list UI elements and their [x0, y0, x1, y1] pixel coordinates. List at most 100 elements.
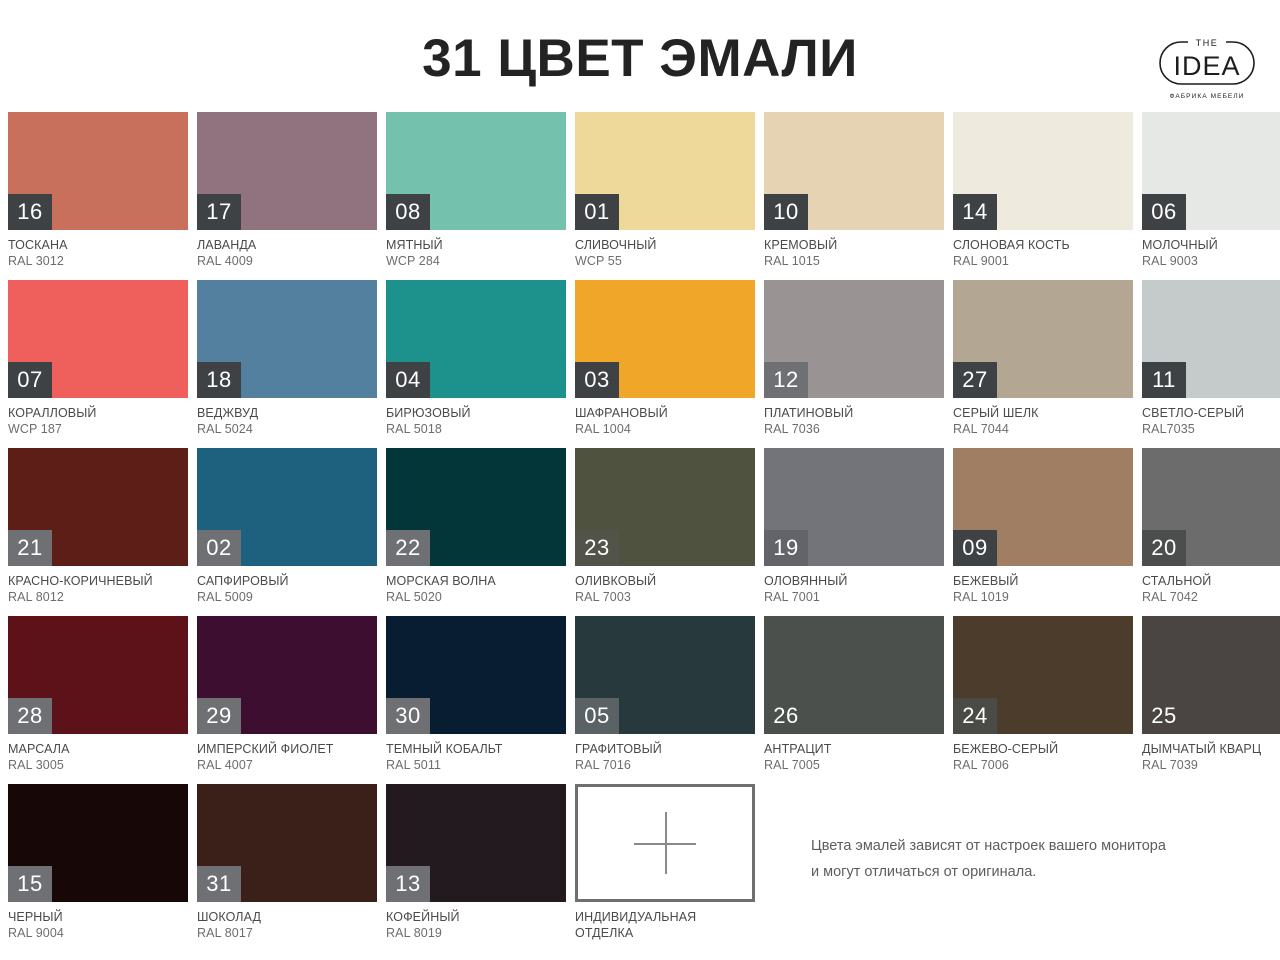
color-swatch[interactable]: 12 [764, 280, 944, 398]
swatch-number-badge: 19 [764, 530, 808, 566]
color-swatch[interactable]: 04 [386, 280, 566, 398]
color-swatch[interactable]: 15 [8, 784, 188, 902]
swatch-labels: МОРСКАЯ ВОЛНА RAL 5020 [386, 566, 566, 605]
swatch-labels: ШАФРАНОВЫЙ RAL 1004 [575, 398, 755, 437]
swatch-labels: КОРАЛЛОВЫЙ WCP 187 [8, 398, 188, 437]
swatch-name: СЕРЫЙ ШЕЛК [953, 406, 1039, 420]
color-swatch-cell[interactable]: 02 САПФИРОВЫЙ RAL 5009 [197, 448, 377, 616]
color-swatch[interactable]: 26 [764, 616, 944, 734]
swatch-labels: КОФЕЙНЫЙ RAL 8019 [386, 902, 566, 941]
color-swatch-cell[interactable]: 14 СЛОНОВАЯ КОСТЬ RAL 9001 [953, 112, 1133, 280]
color-swatch[interactable]: 16 [8, 112, 188, 230]
color-swatch-cell[interactable]: 05 ГРАФИТОВЫЙ RAL 7016 [575, 616, 755, 784]
swatch-labels: БЕЖЕВО-СЕРЫЙ RAL 7006 [953, 734, 1133, 773]
color-swatch[interactable]: 08 [386, 112, 566, 230]
color-swatch-cell[interactable]: 29 ИМПЕРСКИЙ ФИОЛЕТ RAL 4007 [197, 616, 377, 784]
color-swatch-cell[interactable]: 27 СЕРЫЙ ШЕЛК RAL 7044 [953, 280, 1133, 448]
color-swatch-cell[interactable]: 22 МОРСКАЯ ВОЛНА RAL 5020 [386, 448, 566, 616]
color-swatch-cell[interactable]: 07 КОРАЛЛОВЫЙ WCP 187 [8, 280, 188, 448]
svg-text:THE: THE [1196, 38, 1219, 48]
color-swatch-cell[interactable]: 25 ДЫМЧАТЫЙ КВАРЦ RAL 7039 [1142, 616, 1280, 784]
swatch-name: ОЛИВКОВЫЙ [575, 574, 657, 588]
swatch-name: КРАСНО-КОРИЧНЕВЫЙ [8, 574, 153, 588]
swatch-code: RAL 4007 [197, 758, 253, 772]
swatch-code: RAL 3005 [8, 758, 64, 772]
color-swatch-cell[interactable]: 28 МАРСАЛА RAL 3005 [8, 616, 188, 784]
swatch-code: RAL 5024 [197, 422, 253, 436]
swatch-code: RAL 8019 [386, 926, 442, 940]
color-swatch-cell[interactable]: 21 КРАСНО-КОРИЧНЕВЫЙ RAL 8012 [8, 448, 188, 616]
swatch-number-badge: 18 [197, 362, 241, 398]
color-swatch[interactable]: 31 [197, 784, 377, 902]
color-swatch-cell[interactable]: 01 СЛИВОЧНЫЙ WCP 55 [575, 112, 755, 280]
color-swatch-cell[interactable]: 04 БИРЮЗОВЫЙ RAL 5018 [386, 280, 566, 448]
color-swatch[interactable]: 20 [1142, 448, 1280, 566]
color-swatch[interactable]: 05 [575, 616, 755, 734]
color-swatch[interactable]: 13 [386, 784, 566, 902]
color-swatch-cell[interactable]: 10 КРЕМОВЫЙ RAL 1015 [764, 112, 944, 280]
color-swatch[interactable]: 01 [575, 112, 755, 230]
color-swatch-cell[interactable]: 26 АНТРАЦИТ RAL 7005 [764, 616, 944, 784]
custom-finish-name-line-2: ОТДЕЛКА [575, 926, 634, 940]
color-swatch[interactable]: 28 [8, 616, 188, 734]
swatch-number-badge: 11 [1142, 362, 1186, 398]
swatch-number-badge: 06 [1142, 194, 1186, 230]
color-swatch[interactable]: 10 [764, 112, 944, 230]
color-swatch[interactable]: 19 [764, 448, 944, 566]
swatch-labels: ЧЕРНЫЙ RAL 9004 [8, 902, 188, 941]
swatch-code: RAL 9001 [953, 254, 1009, 268]
color-swatch[interactable]: 03 [575, 280, 755, 398]
color-swatch[interactable]: 11 [1142, 280, 1280, 398]
swatch-name: СЛОНОВАЯ КОСТЬ [953, 238, 1070, 252]
color-swatch-cell[interactable]: 11 СВЕТЛО-СЕРЫЙ RAL7035 [1142, 280, 1280, 448]
color-swatch[interactable]: 07 [8, 280, 188, 398]
color-swatch-cell[interactable]: 19 ОЛОВЯННЫЙ RAL 7001 [764, 448, 944, 616]
color-swatch-cell[interactable]: 13 КОФЕЙНЫЙ RAL 8019 [386, 784, 566, 952]
swatch-number-badge: 03 [575, 362, 619, 398]
color-swatch[interactable]: 02 [197, 448, 377, 566]
color-swatch-cell[interactable]: 06 МОЛОЧНЫЙ RAL 9003 [1142, 112, 1280, 280]
color-swatch[interactable]: 25 [1142, 616, 1280, 734]
color-swatch[interactable]: 30 [386, 616, 566, 734]
swatch-name: ГРАФИТОВЫЙ [575, 742, 662, 756]
color-swatch[interactable]: 09 [953, 448, 1133, 566]
swatch-labels: КРЕМОВЫЙ RAL 1015 [764, 230, 944, 269]
swatch-name: ШАФРАНОВЫЙ [575, 406, 668, 420]
color-swatch-cell[interactable]: 15 ЧЕРНЫЙ RAL 9004 [8, 784, 188, 952]
color-swatch-cell[interactable]: 12 ПЛАТИНОВЫЙ RAL 7036 [764, 280, 944, 448]
swatch-number-badge: 22 [386, 530, 430, 566]
color-swatch[interactable]: 22 [386, 448, 566, 566]
swatch-labels: ВЕДЖВУД RAL 5024 [197, 398, 377, 437]
swatch-number-badge: 09 [953, 530, 997, 566]
color-swatch[interactable]: 06 [1142, 112, 1280, 230]
custom-finish-cell[interactable]: ИНДИВИДУАЛЬНАЯ ОТДЕЛКА [575, 784, 755, 952]
color-swatch-cell[interactable]: 24 БЕЖЕВО-СЕРЫЙ RAL 7006 [953, 616, 1133, 784]
color-swatch[interactable]: 14 [953, 112, 1133, 230]
color-swatch[interactable]: 27 [953, 280, 1133, 398]
color-swatch-cell[interactable]: 08 МЯТНЫЙ WCP 284 [386, 112, 566, 280]
swatch-code: WCP 55 [575, 254, 622, 268]
color-swatch[interactable]: 29 [197, 616, 377, 734]
color-swatch[interactable]: 23 [575, 448, 755, 566]
color-swatch[interactable]: 21 [8, 448, 188, 566]
color-swatch[interactable]: 24 [953, 616, 1133, 734]
color-swatch-cell[interactable]: 17 ЛАВАНДА RAL 4009 [197, 112, 377, 280]
color-swatch-cell[interactable]: 30 ТЕМНЫЙ КОБАЛЬТ RAL 5011 [386, 616, 566, 784]
color-swatch-cell[interactable]: 23 ОЛИВКОВЫЙ RAL 7003 [575, 448, 755, 616]
swatch-number-badge: 26 [764, 698, 808, 734]
color-swatch-cell[interactable]: 09 БЕЖЕВЫЙ RAL 1019 [953, 448, 1133, 616]
color-swatch[interactable]: 17 [197, 112, 377, 230]
swatch-code: RAL 7006 [953, 758, 1009, 772]
color-swatch-cell[interactable]: 03 ШАФРАНОВЫЙ RAL 1004 [575, 280, 755, 448]
swatch-labels: ПЛАТИНОВЫЙ RAL 7036 [764, 398, 944, 437]
swatch-labels: ИМПЕРСКИЙ ФИОЛЕТ RAL 4007 [197, 734, 377, 773]
color-swatch-cell[interactable]: 18 ВЕДЖВУД RAL 5024 [197, 280, 377, 448]
color-swatch-cell[interactable]: 16 ТОСКАНА RAL 3012 [8, 112, 188, 280]
swatch-name: ЛАВАНДА [197, 238, 257, 252]
swatch-code: RAL 1015 [764, 254, 820, 268]
custom-finish-swatch[interactable] [575, 784, 755, 902]
swatch-number-badge: 31 [197, 866, 241, 902]
color-swatch-cell[interactable]: 31 ШОКОЛАД RAL 8017 [197, 784, 377, 952]
color-swatch[interactable]: 18 [197, 280, 377, 398]
color-swatch-cell[interactable]: 20 СТАЛЬНОЙ RAL 7042 [1142, 448, 1280, 616]
